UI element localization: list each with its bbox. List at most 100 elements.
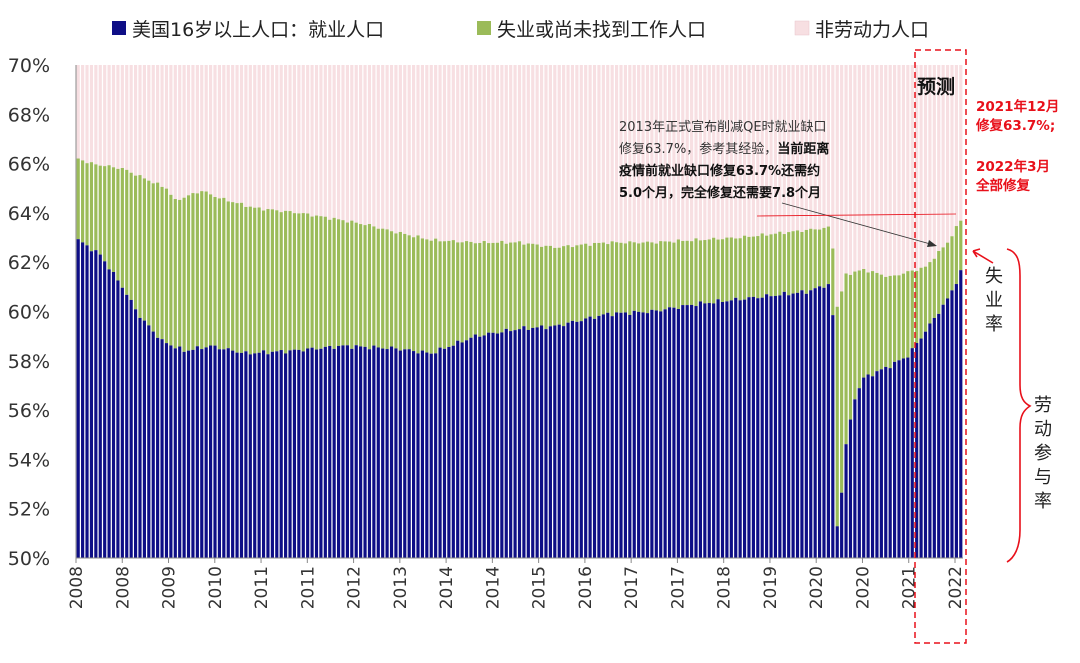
bar-employed bbox=[412, 351, 416, 558]
bar-not-in-labor-force bbox=[791, 65, 795, 232]
bar-employed bbox=[672, 307, 676, 558]
bar-employed bbox=[186, 350, 191, 558]
bar-not-in-labor-force bbox=[765, 65, 769, 236]
bar-not-in-labor-force bbox=[954, 65, 958, 227]
bar-unemployed bbox=[133, 175, 138, 310]
bar-not-in-labor-force bbox=[416, 65, 420, 236]
bar-employed bbox=[460, 342, 464, 558]
bar-employed bbox=[429, 353, 433, 558]
bar-unemployed bbox=[451, 240, 455, 346]
bar-unemployed bbox=[89, 162, 94, 252]
bar-not-in-labor-force bbox=[840, 65, 844, 292]
bar-employed bbox=[182, 351, 186, 558]
y-tick-label: 70% bbox=[8, 55, 50, 77]
bar-employed bbox=[209, 345, 213, 558]
bar-unemployed bbox=[562, 246, 566, 327]
bar-employed bbox=[160, 339, 164, 558]
bar-unemployed bbox=[959, 220, 963, 271]
bar-unemployed bbox=[835, 306, 839, 527]
bar-unemployed bbox=[720, 239, 725, 302]
bar-unemployed bbox=[610, 241, 614, 317]
bar-employed bbox=[637, 311, 641, 558]
bar-unemployed bbox=[116, 168, 120, 281]
bar-not-in-labor-force bbox=[389, 65, 394, 232]
x-tick-label: 2011 bbox=[252, 566, 272, 609]
bar-employed bbox=[681, 305, 685, 558]
bar-employed bbox=[751, 296, 755, 558]
bar-unemployed bbox=[156, 182, 160, 338]
bar-employed bbox=[570, 320, 575, 558]
bar-employed bbox=[645, 313, 650, 558]
bar-employed bbox=[222, 349, 226, 558]
bar-not-in-labor-force bbox=[681, 65, 685, 241]
annotation-arrow-head bbox=[927, 240, 937, 247]
bar-not-in-labor-force bbox=[610, 65, 614, 242]
bar-unemployed bbox=[844, 273, 848, 445]
bar-not-in-labor-force bbox=[813, 65, 817, 230]
x-tick-label: 2014 bbox=[437, 566, 457, 609]
bar-unemployed bbox=[570, 247, 575, 321]
legend-label-not-in-labor-force: 非劳动力人口 bbox=[815, 19, 929, 41]
annotation-segment: 2013年正式宣布削减QE时就业缺口 bbox=[619, 119, 827, 135]
bar-not-in-labor-force bbox=[460, 65, 464, 243]
bar-employed bbox=[235, 352, 239, 558]
bar-not-in-labor-force bbox=[742, 65, 747, 236]
bar-employed bbox=[866, 374, 870, 558]
arrow-icon bbox=[972, 248, 994, 264]
bar-unemployed bbox=[897, 275, 901, 361]
bar-employed bbox=[544, 329, 548, 558]
bar-employed bbox=[403, 349, 407, 558]
bar-not-in-labor-force bbox=[853, 65, 857, 272]
bar-not-in-labor-force bbox=[425, 65, 429, 240]
bar-not-in-labor-force bbox=[637, 65, 641, 244]
bar-not-in-labor-force bbox=[716, 65, 720, 240]
x-tick-label: 2014 bbox=[483, 566, 503, 609]
bar-unemployed bbox=[292, 213, 297, 350]
bar-employed bbox=[98, 254, 102, 558]
bar-employed bbox=[394, 348, 398, 558]
annotation-segment: 疫情前就业缺口修复63.7%还需约 bbox=[619, 163, 820, 179]
bar-unemployed bbox=[182, 197, 186, 352]
bar-unemployed bbox=[363, 225, 367, 347]
bar-employed bbox=[791, 293, 795, 558]
y-tick-label: 60% bbox=[8, 302, 50, 324]
bar-not-in-labor-force bbox=[456, 65, 460, 243]
bar-employed bbox=[950, 290, 954, 558]
bar-not-in-labor-force bbox=[870, 65, 875, 272]
bar-unemployed bbox=[513, 242, 517, 331]
bar-unemployed bbox=[822, 227, 826, 288]
bar-not-in-labor-force bbox=[464, 65, 469, 242]
bar-not-in-labor-force bbox=[932, 65, 936, 259]
bar-not-in-labor-force bbox=[350, 65, 354, 221]
bar-employed bbox=[817, 286, 822, 558]
bar-not-in-labor-force bbox=[319, 65, 323, 217]
bar-unemployed bbox=[575, 245, 579, 322]
bar-not-in-labor-force bbox=[235, 65, 239, 204]
bar-not-in-labor-force bbox=[588, 65, 592, 246]
red-note-2: 修复63.7%; bbox=[975, 117, 1055, 134]
bar-unemployed bbox=[209, 194, 213, 346]
bar-employed bbox=[584, 318, 588, 558]
bar-employed bbox=[698, 301, 703, 558]
bar-unemployed bbox=[831, 248, 835, 316]
bar-unemployed bbox=[588, 245, 592, 317]
bar-unemployed bbox=[456, 242, 460, 341]
bar-not-in-labor-force bbox=[862, 65, 866, 269]
bar-unemployed bbox=[504, 243, 508, 329]
bar-unemployed bbox=[919, 267, 923, 339]
bar-not-in-labor-force bbox=[438, 65, 442, 242]
bar-unemployed bbox=[778, 231, 782, 296]
bar-not-in-labor-force bbox=[111, 65, 116, 168]
bar-not-in-labor-force bbox=[314, 65, 319, 216]
bar-unemployed bbox=[526, 243, 530, 330]
bar-not-in-labor-force bbox=[513, 65, 517, 243]
participation-label-char-2: 动 bbox=[1034, 419, 1052, 440]
bar-not-in-labor-force bbox=[381, 65, 385, 229]
bar-not-in-labor-force bbox=[248, 65, 252, 207]
bar-unemployed bbox=[103, 166, 107, 262]
bar-employed bbox=[557, 324, 561, 558]
bar-unemployed bbox=[694, 238, 698, 307]
bar-employed bbox=[359, 346, 363, 558]
bar-unemployed bbox=[601, 242, 605, 315]
bar-unemployed bbox=[672, 242, 676, 308]
